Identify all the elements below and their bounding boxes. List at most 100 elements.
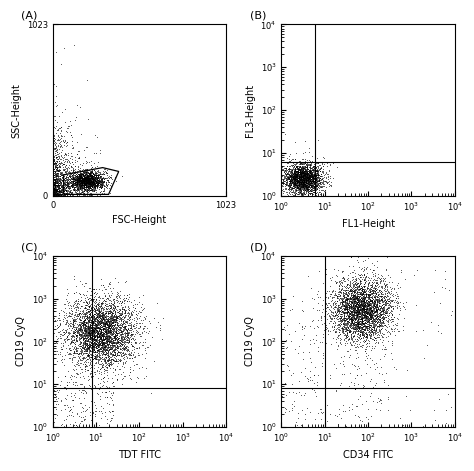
- Point: [77, 331, 84, 338]
- Point: [285, 174, 292, 181]
- Point: [312, 392, 320, 399]
- Point: [66, 183, 74, 191]
- Point: [109, 357, 117, 364]
- Point: [343, 316, 350, 323]
- Point: [92, 336, 100, 344]
- Point: [292, 187, 300, 194]
- Point: [297, 178, 305, 186]
- Point: [366, 288, 374, 296]
- Point: [351, 315, 359, 323]
- Point: [107, 299, 115, 307]
- Point: [297, 168, 304, 176]
- Point: [95, 325, 103, 333]
- Point: [76, 172, 84, 180]
- Point: [345, 321, 353, 329]
- Point: [338, 310, 346, 318]
- Point: [95, 331, 102, 339]
- Point: [300, 179, 308, 187]
- Point: [304, 176, 311, 183]
- Point: [102, 346, 109, 353]
- Point: [83, 176, 91, 184]
- Point: [100, 314, 107, 321]
- Point: [306, 176, 313, 184]
- Point: [297, 168, 304, 176]
- Point: [53, 159, 60, 166]
- Point: [84, 323, 92, 330]
- Point: [89, 322, 97, 329]
- Point: [80, 169, 87, 177]
- Point: [300, 186, 308, 193]
- Point: [295, 184, 303, 191]
- Point: [118, 381, 126, 388]
- Point: [50, 192, 57, 199]
- Point: [348, 315, 356, 323]
- Point: [91, 184, 99, 191]
- Point: [352, 302, 359, 310]
- Point: [87, 343, 95, 350]
- Point: [308, 169, 315, 176]
- Point: [103, 177, 111, 184]
- Point: [49, 191, 56, 198]
- Point: [83, 333, 91, 341]
- Point: [103, 320, 110, 327]
- Point: [375, 295, 383, 303]
- Point: [301, 181, 309, 189]
- Point: [362, 290, 370, 298]
- Point: [60, 186, 67, 193]
- Point: [292, 181, 299, 189]
- Point: [358, 310, 366, 317]
- Point: [296, 184, 303, 191]
- Point: [366, 266, 374, 273]
- Point: [72, 176, 80, 183]
- Point: [359, 328, 366, 336]
- Point: [120, 306, 128, 313]
- Point: [109, 284, 117, 292]
- Point: [370, 302, 378, 309]
- Point: [82, 176, 90, 183]
- Point: [86, 321, 93, 328]
- Point: [76, 177, 83, 185]
- Point: [331, 297, 339, 305]
- Point: [91, 179, 98, 187]
- Point: [300, 171, 307, 179]
- Point: [361, 312, 368, 320]
- Point: [311, 364, 319, 371]
- Point: [49, 313, 56, 320]
- Point: [293, 183, 301, 191]
- Point: [99, 320, 106, 328]
- Point: [100, 329, 108, 336]
- Point: [84, 173, 92, 180]
- Point: [310, 182, 318, 189]
- Point: [360, 306, 368, 314]
- Point: [370, 309, 377, 317]
- Point: [74, 170, 82, 178]
- Point: [123, 336, 130, 343]
- Point: [50, 113, 58, 120]
- Point: [86, 333, 93, 341]
- Point: [77, 173, 85, 181]
- Point: [357, 297, 365, 304]
- Point: [292, 163, 300, 171]
- Point: [77, 171, 84, 179]
- Point: [354, 296, 362, 303]
- Point: [355, 305, 362, 313]
- Point: [314, 181, 321, 188]
- Point: [52, 181, 60, 188]
- Point: [69, 178, 77, 185]
- Point: [110, 297, 118, 305]
- Point: [287, 192, 294, 200]
- Point: [57, 159, 65, 166]
- Point: [378, 338, 386, 346]
- Point: [105, 333, 113, 341]
- Point: [101, 313, 109, 321]
- Point: [348, 319, 356, 327]
- Point: [77, 172, 85, 179]
- Point: [87, 329, 94, 337]
- Point: [311, 176, 319, 184]
- Point: [132, 379, 139, 386]
- Point: [76, 189, 84, 197]
- Point: [314, 179, 322, 187]
- Point: [369, 266, 376, 273]
- Point: [355, 319, 362, 327]
- Point: [85, 173, 93, 180]
